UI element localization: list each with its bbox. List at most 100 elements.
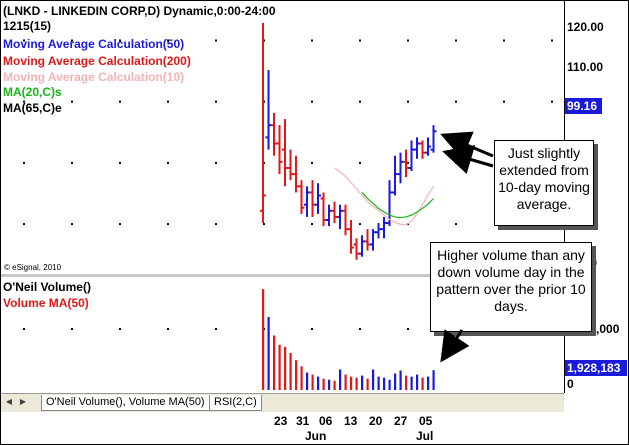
volume-bar bbox=[394, 373, 397, 390]
grid-dot bbox=[71, 39, 73, 42]
volume-bar bbox=[295, 360, 298, 390]
grid-dot bbox=[359, 223, 361, 226]
indicator-ma200[interactable]: Moving Average Calculation(200) bbox=[3, 54, 191, 68]
volume-bar bbox=[416, 374, 419, 390]
grid-dot bbox=[455, 223, 457, 226]
indicator-ma50[interactable]: Moving Average Calculation(50) bbox=[3, 37, 185, 51]
y-tick-110: 110.00 bbox=[567, 60, 604, 74]
grid-dot bbox=[359, 39, 361, 42]
volume-bar bbox=[350, 376, 353, 390]
last-volume-badge: 1,928,183 bbox=[565, 360, 627, 376]
indicator-ma20[interactable]: MA(20,C)s bbox=[3, 85, 62, 99]
grid-dot bbox=[71, 223, 73, 226]
volume-bar bbox=[333, 380, 336, 390]
volume-bar bbox=[388, 379, 391, 390]
grid-dot bbox=[23, 328, 25, 330]
panel-divider[interactable] bbox=[1, 274, 564, 277]
grid-dot bbox=[311, 100, 313, 103]
grid-dot bbox=[23, 161, 25, 164]
grid-dot bbox=[71, 100, 73, 103]
grid-dot bbox=[359, 100, 361, 103]
volume-bar bbox=[366, 378, 369, 390]
grid-dot bbox=[215, 39, 217, 42]
indicator-ma10[interactable]: Moving Average Calculation(10) bbox=[3, 70, 185, 84]
tab-scroll-right-icon[interactable]: ▶ bbox=[19, 397, 27, 406]
volume-bar bbox=[306, 372, 309, 390]
grid-dot bbox=[167, 100, 169, 103]
x-label-06: 06 bbox=[319, 414, 333, 428]
x-label-20: 20 bbox=[369, 414, 383, 428]
price-chart-svg bbox=[23, 22, 553, 260]
grid-dot bbox=[23, 223, 25, 226]
grid-dot bbox=[455, 100, 457, 103]
volume-bar bbox=[328, 379, 331, 390]
price-panel[interactable]: (LNKD - LINKEDIN CORP,D) Dynamic,0:00-24… bbox=[1, 1, 564, 274]
volume-panel[interactable]: O'Neil Volume() Volume MA(50) bbox=[1, 278, 564, 391]
grid-dot bbox=[167, 223, 169, 226]
grid-dot bbox=[119, 161, 121, 164]
grid-dot bbox=[215, 100, 217, 103]
volume-bar bbox=[300, 366, 303, 390]
x-label-13: 13 bbox=[344, 414, 358, 428]
chart-title: (LNKD - LINKEDIN CORP,D) Dynamic,0:00-24… bbox=[3, 4, 276, 18]
tab-rsi[interactable]: RSI(2,C) bbox=[209, 395, 262, 411]
volume-bar bbox=[383, 377, 386, 390]
volume-bar bbox=[410, 376, 413, 390]
ma10-line bbox=[334, 167, 435, 226]
volume-bar bbox=[432, 370, 435, 390]
indicator-ma65[interactable]: MA(65,C)e bbox=[3, 101, 62, 115]
x-label-05: 05 bbox=[419, 414, 433, 428]
grid-dot bbox=[119, 223, 121, 226]
volume-bar bbox=[399, 370, 402, 390]
volume-bar bbox=[267, 316, 270, 390]
grid-dot bbox=[407, 328, 409, 330]
grid-dot bbox=[119, 39, 121, 42]
grid-dot bbox=[503, 100, 505, 103]
callout-volume: Higher volume than any down volume day i… bbox=[430, 242, 592, 332]
interval-label: 1215(15) bbox=[3, 19, 52, 33]
grid-dot bbox=[551, 100, 553, 103]
grid-dot bbox=[311, 223, 313, 226]
grid-dot bbox=[23, 39, 25, 42]
volume-bar bbox=[361, 375, 364, 390]
volume-bar bbox=[289, 352, 292, 390]
volume-bar bbox=[284, 346, 287, 390]
grid-dot bbox=[455, 39, 457, 42]
x-label-23: 23 bbox=[274, 414, 288, 428]
volume-bar bbox=[355, 377, 358, 390]
grid-dot bbox=[23, 100, 25, 103]
callout-extended: Just slightly extended from 10-day movin… bbox=[494, 140, 594, 226]
volume-bar bbox=[317, 376, 320, 390]
grid-dot bbox=[359, 328, 361, 330]
volume-bar bbox=[405, 375, 408, 390]
callout-extended-text: Just slightly extended from 10-day movin… bbox=[498, 145, 590, 212]
grid-dot bbox=[407, 39, 409, 42]
ma20-line bbox=[361, 192, 434, 219]
copyright-label: © eSignal, 2010 bbox=[4, 263, 62, 272]
tab-scroll-left-icon[interactable]: ◀ bbox=[5, 397, 13, 406]
volume-ma-label[interactable]: Volume MA(50) bbox=[3, 296, 89, 310]
volume-bar bbox=[311, 374, 314, 390]
grid-dot bbox=[407, 100, 409, 103]
tab-oneil-volume[interactable]: O'Neil Volume(), Volume MA(50) bbox=[41, 395, 210, 411]
grid-dot bbox=[167, 161, 169, 164]
grid-dot bbox=[311, 39, 313, 42]
grid-dot bbox=[71, 328, 73, 330]
volume-bar bbox=[344, 374, 347, 390]
grid-dot bbox=[359, 161, 361, 164]
volume-bar bbox=[421, 377, 424, 390]
vol-tick-0: 0 bbox=[567, 377, 574, 391]
volume-indicator-label[interactable]: O'Neil Volume() bbox=[3, 280, 91, 294]
grid-dot bbox=[503, 39, 505, 42]
x-month-jul: Jul bbox=[416, 429, 434, 443]
grid-dot bbox=[455, 161, 457, 164]
volume-bar bbox=[339, 369, 342, 390]
grid-dot bbox=[215, 223, 217, 226]
last-price-badge: 99.16 bbox=[565, 98, 602, 114]
grid-dot bbox=[311, 328, 313, 330]
x-month-jun: Jun bbox=[305, 429, 327, 443]
y-tick-120: 120.00 bbox=[567, 20, 604, 34]
grid-dot bbox=[167, 39, 169, 42]
volume-bar bbox=[322, 378, 325, 390]
volume-bar bbox=[262, 289, 265, 390]
